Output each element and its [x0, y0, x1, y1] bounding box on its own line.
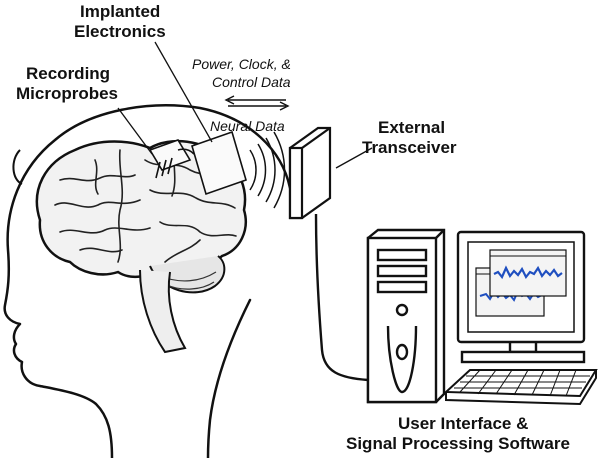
head-outline — [3, 104, 292, 458]
recording-label-line2: Microprobes — [16, 84, 119, 103]
transceiver-cable — [314, 213, 369, 382]
power-clock-label-line2: Control Data — [212, 74, 291, 90]
neck-back-line — [206, 298, 252, 458]
ui-label-line1: User Interface & — [398, 414, 529, 433]
screen-window-front — [489, 249, 567, 297]
implanted-leader-line — [154, 41, 213, 143]
external-leader-line — [335, 147, 373, 169]
external-label-line1: External — [378, 118, 446, 137]
wireless-signal-arcs — [249, 131, 286, 209]
implanted-label-line1: Implanted — [80, 2, 161, 21]
ui-label-line2: Signal Processing Software — [346, 434, 570, 453]
power-clock-label-line1: Power, Clock, & — [192, 56, 291, 72]
data-arrows — [224, 95, 290, 111]
neural-data-label: Neural Data — [210, 118, 285, 134]
brain — [35, 139, 247, 354]
implant-device — [148, 130, 247, 196]
computer-tower — [366, 228, 446, 404]
ear — [12, 149, 23, 185]
external-label-line2: Transceiver — [362, 138, 457, 157]
keyboard — [443, 369, 598, 406]
recording-label-line1: Recording — [26, 64, 111, 83]
external-transceiver — [288, 126, 332, 220]
signal-trace-front — [493, 265, 563, 280]
implanted-label-line2: Electronics — [74, 22, 166, 41]
recording-leader-line — [117, 107, 153, 155]
